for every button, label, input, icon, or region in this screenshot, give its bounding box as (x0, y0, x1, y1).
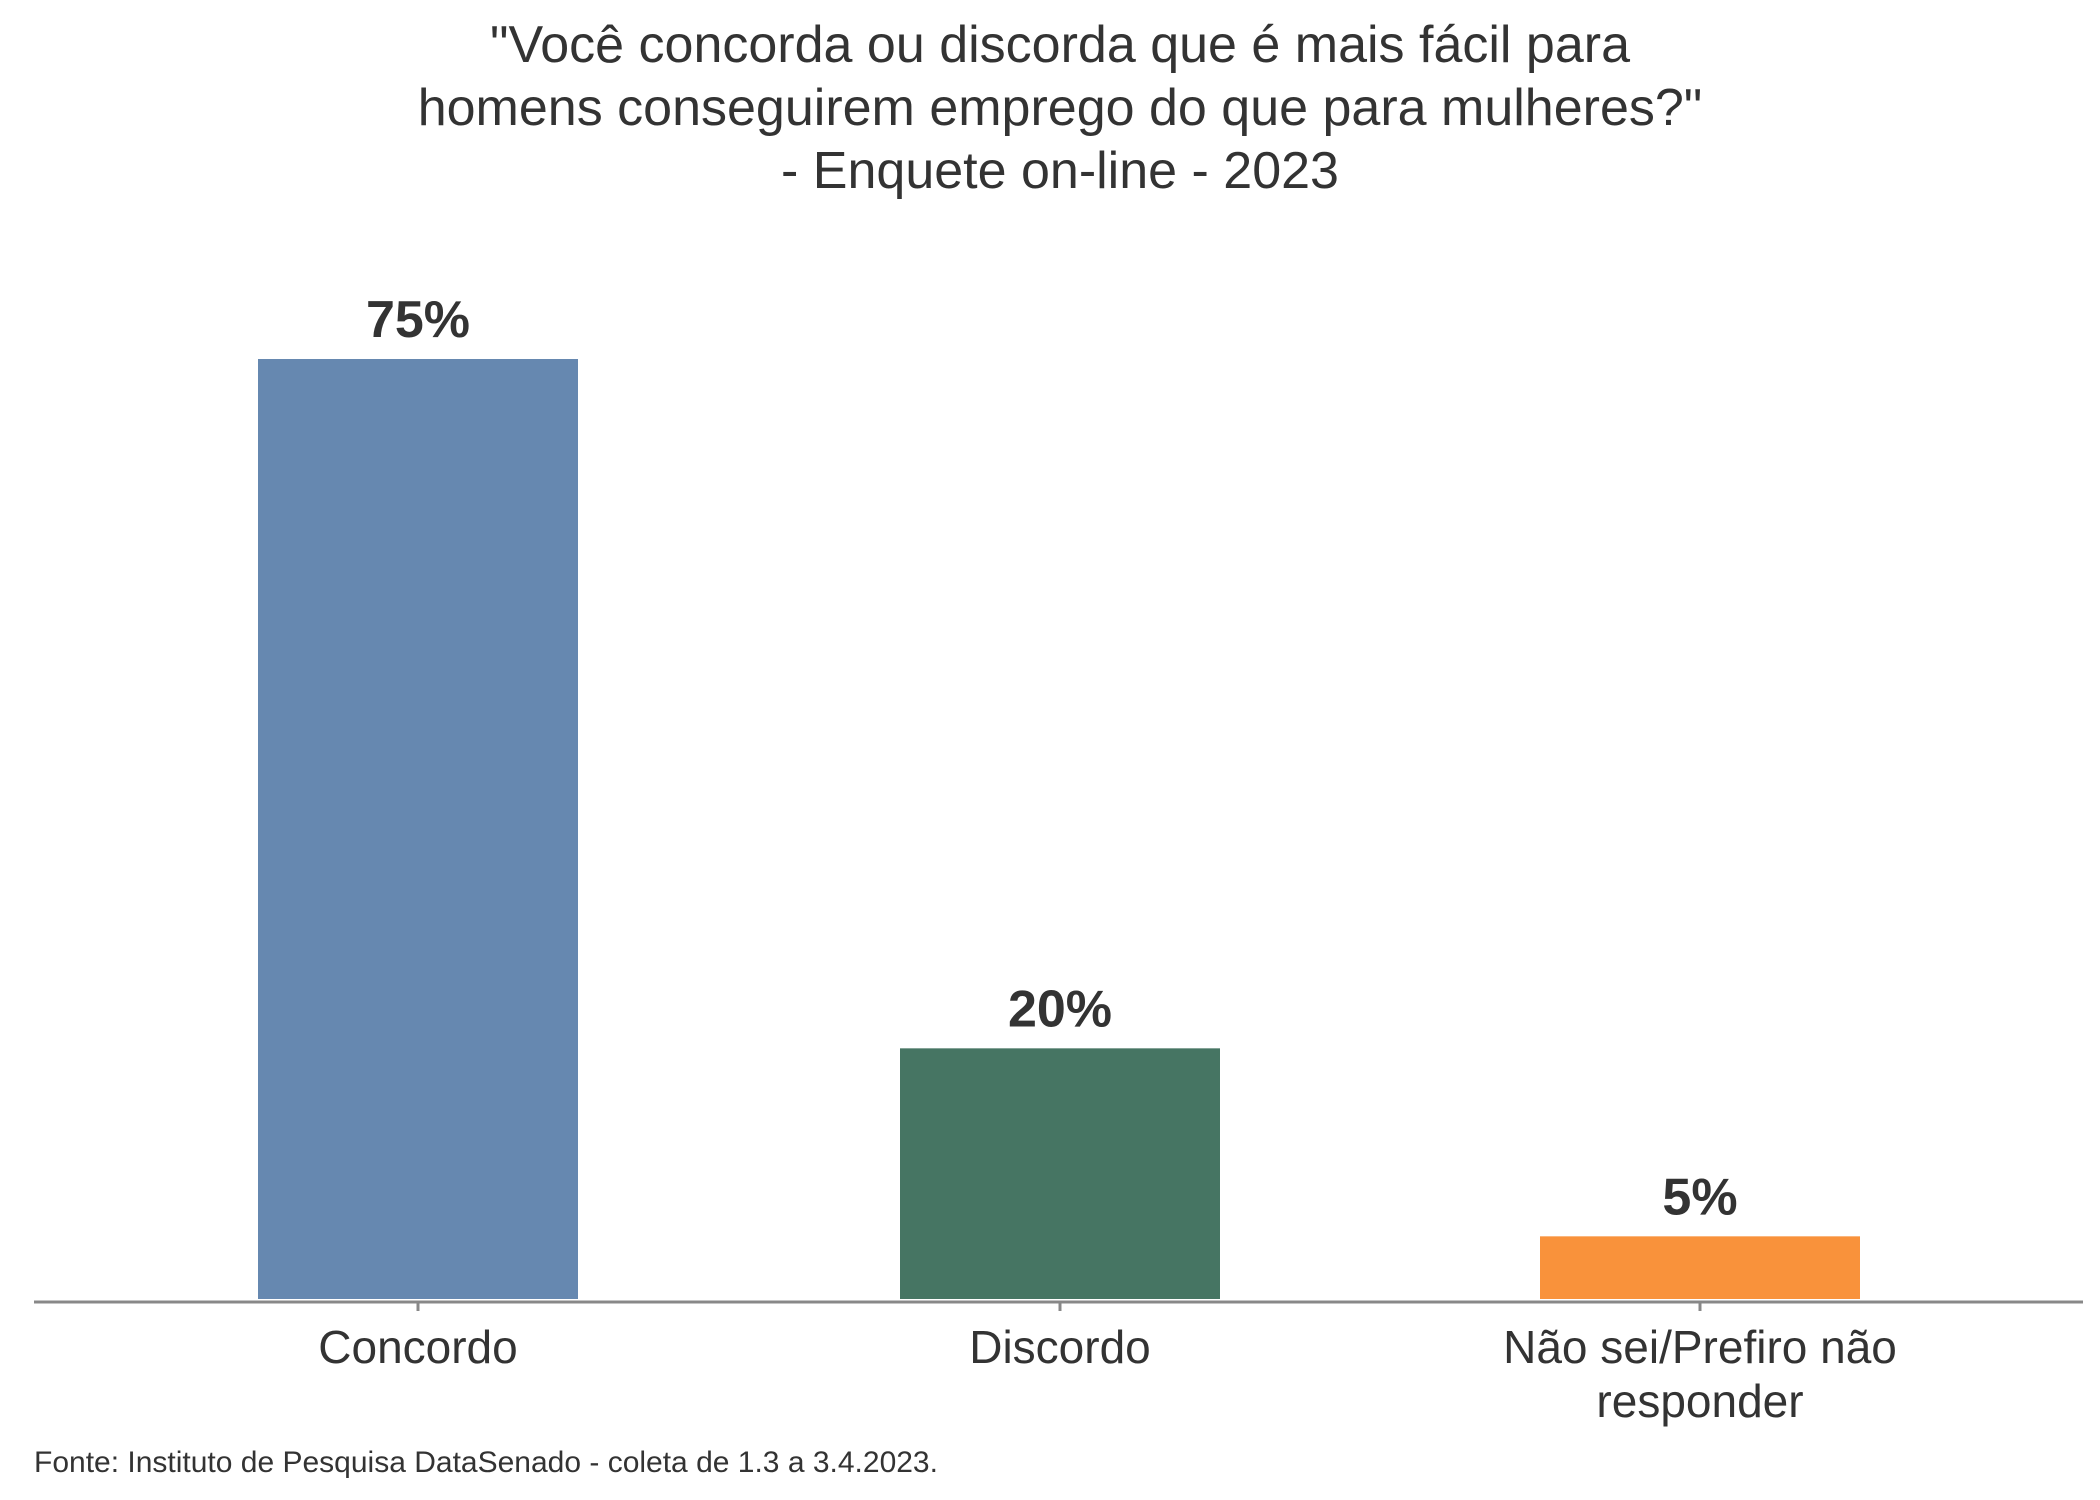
value-label: 75% (366, 291, 470, 349)
x-tick-label: Discordo (969, 1321, 1151, 1373)
value-label: 5% (1662, 1168, 1737, 1226)
bar (1540, 1236, 1860, 1299)
x-tick-label: Não sei/Prefiro não responder (1503, 1321, 1897, 1427)
bar (900, 1048, 1220, 1299)
bar (258, 359, 578, 1299)
chart-title: "Você concorda ou discorda que é mais fá… (417, 16, 1703, 200)
x-tick-label: Concordo (318, 1321, 518, 1373)
source-note: Fonte: Instituto de Pesquisa DataSenado … (34, 1446, 938, 1479)
value-label: 20% (1008, 980, 1112, 1038)
